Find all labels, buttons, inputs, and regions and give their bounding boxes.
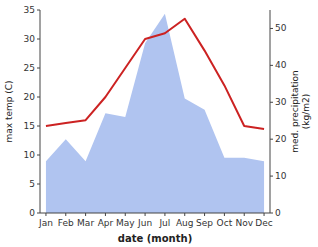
y2-tick-label: 50: [275, 23, 287, 33]
y2-tick: [270, 28, 273, 29]
y-tick-label: 10: [24, 150, 36, 160]
y-tick: [37, 97, 40, 98]
x-tick: [264, 213, 265, 216]
y-tick-label: 35: [24, 5, 35, 15]
x-tick: [224, 213, 225, 216]
y2-tick-label: 0: [275, 208, 281, 218]
x-tick: [85, 213, 86, 216]
x-tick: [65, 213, 66, 216]
y2-axis-line: [270, 10, 271, 213]
y2-tick-label: 20: [275, 134, 287, 144]
temperature-line: [46, 19, 264, 129]
chart: 0 5 10 15 20 25 30 35 0 10 20 30 40 50 Jan FebMar AprMay…: [0, 0, 318, 247]
x-tick-label: May: [116, 218, 135, 228]
y-tick: [37, 126, 40, 127]
x-axis-line: [40, 213, 270, 214]
x-tick-label: Feb: [58, 218, 74, 228]
x-tick-label: Jul: [158, 218, 170, 228]
y-tick-label: 30: [24, 34, 36, 44]
x-tick: [164, 213, 165, 216]
y2-tick: [270, 102, 273, 103]
y2-tick-label: 30: [275, 97, 287, 107]
x-tick: [125, 213, 126, 216]
x-tick-label: Nov: [235, 218, 253, 228]
y-tick-label: 0: [29, 208, 35, 218]
y2-tick: [270, 213, 273, 214]
x-tick-label: Jun: [137, 218, 152, 228]
plot-area: [46, 14, 264, 213]
x-tick-label: Dec: [255, 218, 272, 228]
y-tick-label: 5: [29, 179, 35, 189]
y2-tick: [270, 65, 273, 66]
y-tick: [37, 155, 40, 156]
y-tick: [37, 68, 40, 69]
y-axis-label: max temp (C): [4, 80, 14, 142]
x-tick: [244, 213, 245, 216]
x-tick-label: Jan: [38, 218, 53, 228]
x-tick-label: Aug: [176, 218, 194, 228]
x-tick: [204, 213, 205, 216]
x-tick-label: Apr: [98, 218, 114, 228]
y-tick-label: 25: [24, 63, 35, 73]
y2-tick: [270, 139, 273, 140]
y2-tick-label: 40: [275, 60, 287, 70]
x-tick-label: Sep: [196, 218, 213, 228]
y-tick: [37, 39, 40, 40]
x-tick-label: Oct: [217, 218, 233, 228]
x-tick: [105, 213, 106, 216]
x-axis-label: date (month): [118, 233, 192, 244]
y-tick-label: 20: [24, 92, 36, 102]
x-tick: [184, 213, 185, 216]
x-tick-label: Mar: [77, 218, 94, 228]
y2-tick: [270, 176, 273, 177]
y-tick-label: 15: [24, 121, 35, 131]
y-axis-line: [40, 10, 41, 213]
y-tick: [37, 184, 40, 185]
y-tick: [37, 10, 40, 11]
y2-axis-label-line: (kg/m2): [301, 94, 311, 129]
x-tick: [45, 213, 46, 216]
y2-axis-label-line: med. precipitation: [290, 70, 300, 152]
precipitation-area: [46, 14, 264, 213]
y-tick: [37, 213, 40, 214]
y2-axis-label: med. precipitation(kg/m2): [290, 70, 311, 152]
x-tick: [145, 213, 146, 216]
y2-tick-label: 10: [275, 171, 287, 181]
background: [0, 0, 318, 247]
